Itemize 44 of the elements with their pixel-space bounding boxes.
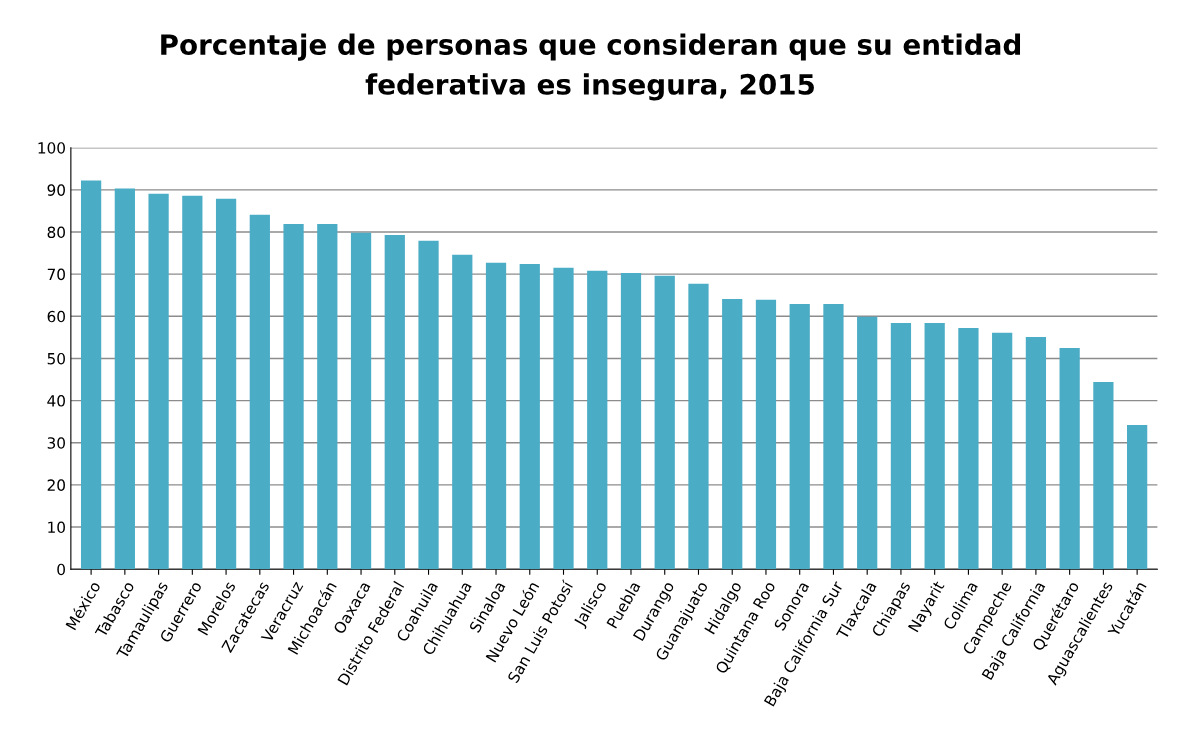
bar: [418, 240, 439, 570]
y-tick-label: 10: [48, 521, 65, 534]
y-tick-label: 80: [47, 226, 65, 239]
bar: [148, 193, 169, 570]
bar: [722, 299, 743, 570]
chart-title: Porcentaje de personas que consideran que su entidad federativa es insegura, 2015: [161, 33, 1021, 101]
bar: [654, 275, 675, 570]
bar: [823, 304, 844, 570]
bar: [857, 316, 878, 570]
y-tick-label: 90: [47, 184, 65, 196]
bar: [317, 224, 338, 570]
bar: [1059, 347, 1080, 570]
y-tick-label: 0: [57, 563, 65, 576]
y-tick-label: 20: [47, 479, 65, 491]
y-tick-label: 40: [47, 395, 65, 407]
bar: [1025, 336, 1047, 570]
bar: [452, 254, 473, 570]
bar: [384, 234, 405, 570]
bar: [1127, 425, 1148, 570]
y-tick-label: 70: [47, 268, 65, 281]
y-tick-label: 30: [47, 437, 65, 449]
y-tick-label: 100: [38, 142, 65, 154]
bar: [924, 323, 945, 570]
y-tick-label: 50: [47, 352, 65, 365]
y-tick-label: 60: [47, 310, 65, 323]
bar: [249, 214, 270, 570]
bar: [519, 264, 540, 570]
bar: [283, 224, 304, 570]
bar: [789, 304, 810, 570]
bar: [485, 262, 507, 570]
bar: [350, 232, 372, 570]
bar: [890, 323, 912, 570]
bar: [587, 270, 608, 570]
bar: [1093, 382, 1114, 570]
bar: [958, 328, 979, 570]
bar: [688, 283, 709, 570]
bar: [755, 299, 777, 570]
bar: [553, 267, 574, 570]
bar: [215, 198, 237, 570]
bar: [114, 188, 135, 570]
bar: [80, 180, 102, 570]
bar: [992, 332, 1013, 570]
bar: [620, 272, 642, 570]
bar: [182, 195, 203, 570]
